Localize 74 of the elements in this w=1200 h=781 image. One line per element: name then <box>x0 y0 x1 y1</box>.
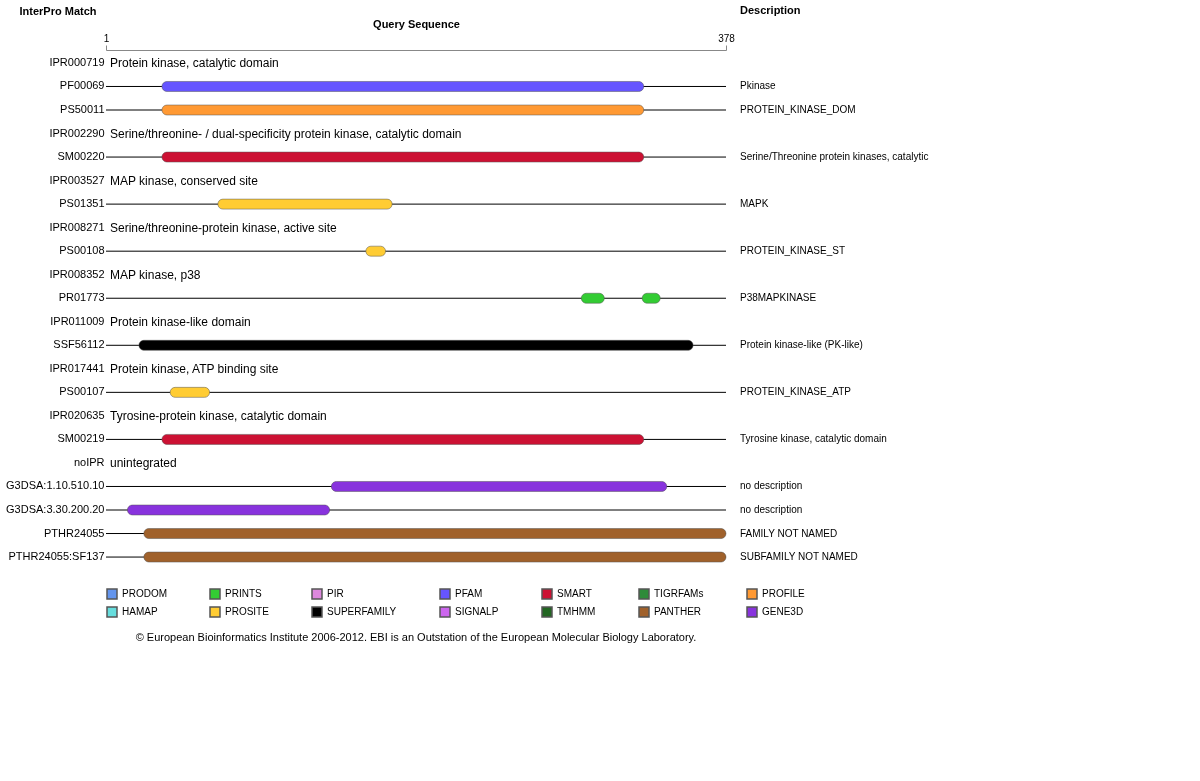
annotation: Serine/threonine- / dual-specificity protein kinase, catalytic domain <box>110 126 462 141</box>
legend-label: PROFILE <box>762 588 806 599</box>
legend-label: TIGRFAMs <box>654 588 704 599</box>
y2-tick-label: PROTEIN_KINASE_DOM <box>740 104 856 115</box>
text: © European Bioinformatics Institute 2006-2012. EBI is an Outstation of the European Molecular Biology Laboratory. <box>135 631 697 643</box>
annotation: Tyrosine-protein kinase, catalytic domain <box>110 408 327 423</box>
legend-label: PRODOM <box>122 588 167 599</box>
legend-label: SMART <box>557 588 592 599</box>
y-tick-label: IPR003527 <box>49 173 105 186</box>
y-tick-label: PF00069 <box>59 79 105 92</box>
y-tick-label: G3DSA:3.30.200.20 <box>6 503 105 515</box>
y-axis-title: InterPro Match <box>19 4 97 17</box>
legend-label: TMHMM <box>557 606 596 617</box>
bar <box>217 198 393 210</box>
x-axis-title: Query Sequence <box>373 17 460 30</box>
y2-tick-label: Tyrosine kinase, catalytic domain <box>740 433 887 445</box>
y-tick-label: SSF56112 <box>53 338 105 351</box>
bar <box>331 481 668 492</box>
legend-label: SUPERFAMILY <box>327 606 397 617</box>
y-tick-label: PS00108 <box>59 244 105 257</box>
y2-tick-label: P38MAPKINASE <box>740 292 817 304</box>
y2-tick-label: Pkinase <box>740 80 777 92</box>
y-tick-label: noIPR <box>73 455 105 468</box>
y-tick-label: IPR011009 <box>50 314 105 327</box>
y-tick-label: IPR008352 <box>49 267 105 280</box>
bar <box>161 151 645 163</box>
annotation: Protein kinase-like domain <box>110 314 251 329</box>
y-tick-label: SM00220 <box>57 150 105 163</box>
y2-axis-title: Description <box>740 4 801 16</box>
y2-tick-label: PROTEIN_KINASE_ATP <box>740 386 852 398</box>
legend-label: PIR <box>327 588 344 599</box>
y2-tick-label: Protein kinase-like (PK-like) <box>740 339 863 351</box>
legend-label: PRINTS <box>225 588 262 599</box>
annotation: Protein kinase, ATP binding site <box>110 361 279 376</box>
x-tick-label: 1 <box>103 32 110 44</box>
bar <box>161 104 645 116</box>
y-tick-label: IPR020635 <box>49 408 105 421</box>
bar <box>161 81 645 92</box>
bar <box>127 504 330 516</box>
y2-tick-label: no description <box>740 480 803 492</box>
y-tick-label: SM00219 <box>57 432 105 445</box>
y-tick-label: PR01773 <box>58 291 105 304</box>
y-tick-label: PS00107 <box>59 385 105 398</box>
y-tick-label: PS50011 <box>60 103 105 115</box>
y-tick-label: PTHR24055:SF137 <box>8 550 105 563</box>
y-tick-label: G3DSA:1.10.510.10 <box>6 479 105 492</box>
legend-label: GENE3D <box>762 606 804 617</box>
y-tick-label: PS01351 <box>59 197 105 210</box>
y2-tick-label: no description <box>740 504 803 515</box>
bar <box>161 434 645 445</box>
legend-label: SIGNALP <box>455 606 499 617</box>
legend-label: PROSITE <box>225 606 270 617</box>
annotation: Protein kinase, catalytic domain <box>110 55 279 70</box>
y2-tick-label: FAMILY NOT NAMED <box>740 527 838 539</box>
y2-tick-label: MAPK <box>740 198 769 210</box>
legend-label: PFAM <box>455 588 483 599</box>
x-tick-label: 378 <box>718 32 736 44</box>
y2-tick-label: Serine/Threonine protein kinases, catalytic <box>740 151 929 163</box>
annotation: Serine/threonine-protein kinase, active site <box>110 220 338 235</box>
annotation: unintegrated <box>110 455 177 470</box>
y-tick-label: IPR000719 <box>49 55 105 68</box>
bar <box>143 528 727 539</box>
y2-tick-label: SUBFAMILY NOT NAMED <box>740 551 858 563</box>
y-tick-label: IPR002290 <box>49 126 105 139</box>
y2-tick-label: PROTEIN_KINASE_ST <box>740 245 846 257</box>
y-tick-label: PTHR24055 <box>43 526 105 539</box>
y-tick-label: IPR017441 <box>49 361 105 374</box>
bar <box>169 387 210 398</box>
legend-label: PANTHER <box>654 606 702 617</box>
annotation: MAP kinase, p38 <box>110 267 201 282</box>
y-tick-label: IPR008271 <box>49 220 105 233</box>
annotation: MAP kinase, conserved site <box>110 173 259 188</box>
legend-label: HAMAP <box>122 606 158 617</box>
bar <box>143 551 727 563</box>
